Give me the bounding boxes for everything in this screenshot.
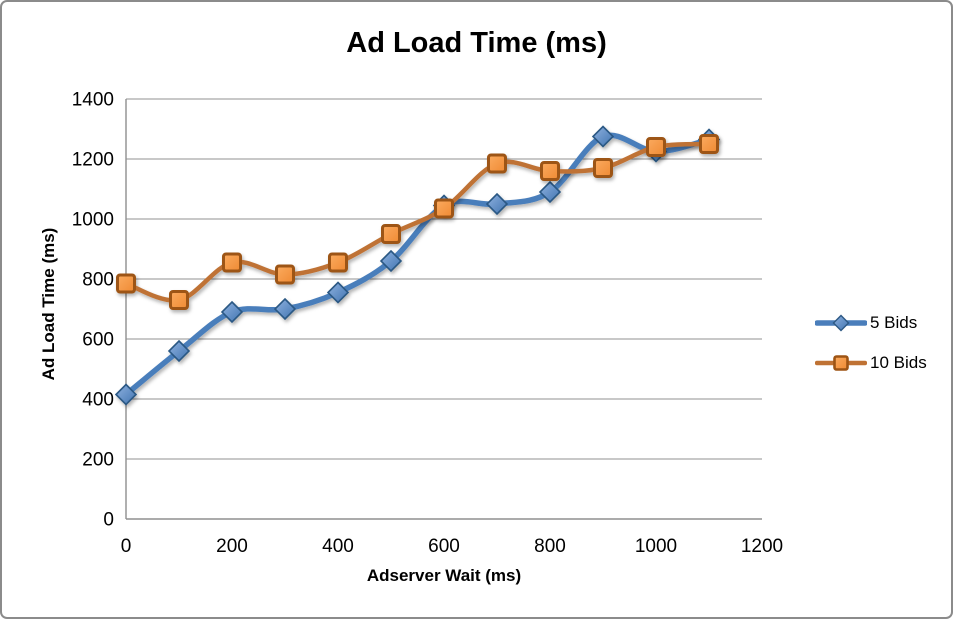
marker-5-bids xyxy=(167,339,191,363)
y-tick-label: 1400 xyxy=(72,90,114,111)
tick-labels: 0 200 400 600 800 1000 1200 1400 0 200 400 600 800 10… xyxy=(72,90,783,558)
x-tick-label: 400 xyxy=(322,536,354,557)
marker-5-bids xyxy=(538,180,562,204)
series-line-10-bids xyxy=(123,141,712,303)
legend-key-5-bids-icon xyxy=(815,314,867,332)
y-tick-label: 400 xyxy=(82,390,114,411)
y-tick-label: 600 xyxy=(82,330,114,351)
marker-10-bids xyxy=(222,252,242,273)
y-tick-label: 1200 xyxy=(72,150,114,171)
marker-10-bids xyxy=(381,224,401,244)
x-tick-label: 800 xyxy=(534,536,566,557)
x-tick-label: 600 xyxy=(428,536,460,557)
series-5-bids xyxy=(114,125,721,406)
marker-10-bids xyxy=(169,290,189,310)
legend: 5 Bids 10 Bids xyxy=(815,312,927,392)
marker-5-bids xyxy=(379,249,403,273)
x-tick-label: 200 xyxy=(216,536,248,557)
marker-5-bids xyxy=(591,125,615,148)
legend-item-5-bids: 5 Bids xyxy=(815,312,927,334)
x-tick-label: 0 xyxy=(121,536,132,557)
marker-10-bids xyxy=(699,134,719,154)
marker-5-bids xyxy=(114,383,138,406)
legend-label: 5 Bids xyxy=(870,313,918,332)
marker-10-bids xyxy=(487,153,507,174)
legend-label: 10 Bids xyxy=(870,353,927,372)
legend-key-10-bids-icon xyxy=(815,355,867,371)
marker-10-bids xyxy=(434,198,454,219)
chart-title: Ad Load Time (ms) xyxy=(346,27,607,59)
marker-10-bids xyxy=(328,252,348,273)
x-tick-label: 1200 xyxy=(741,536,783,557)
x-axis-title: Adserver Wait (ms) xyxy=(366,566,522,585)
marker-5-bids xyxy=(326,281,350,304)
y-tick-label: 0 xyxy=(103,510,114,531)
marker-10-bids xyxy=(275,264,295,285)
marker-5-bids xyxy=(485,192,509,216)
y-tick-label: 200 xyxy=(82,450,114,471)
y-tick-label: 1000 xyxy=(72,210,114,231)
series-line-5-bids xyxy=(123,132,712,398)
x-tick-label: 1000 xyxy=(635,536,677,557)
marker-5-bids xyxy=(273,297,297,321)
series-10-bids xyxy=(116,134,719,310)
marker-10-bids xyxy=(646,137,666,157)
marker-10-bids xyxy=(540,161,560,181)
marker-10-bids xyxy=(593,158,613,178)
marker-5-bids xyxy=(220,300,244,324)
marker-10-bids xyxy=(116,273,136,294)
legend-item-10-bids: 10 Bids xyxy=(815,352,927,374)
y-tick-label: 800 xyxy=(82,270,114,291)
